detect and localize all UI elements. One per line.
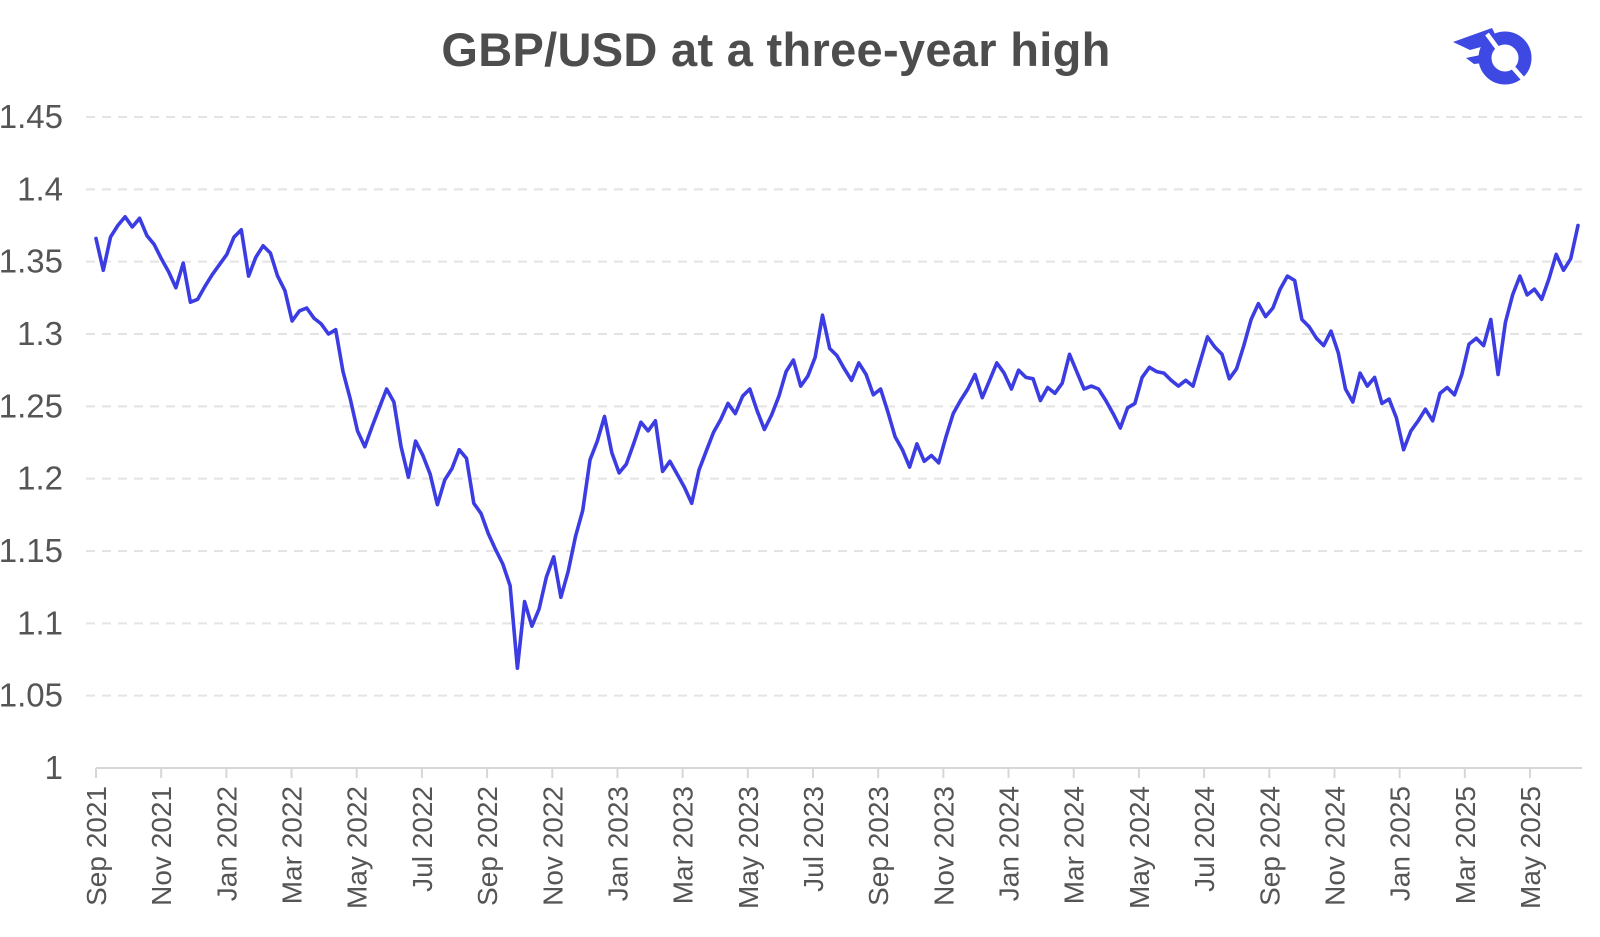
brand-logo [1453, 28, 1532, 85]
x-tick-label: Sep 2021 [81, 786, 112, 906]
y-tick-label: 1.2 [17, 460, 63, 497]
x-tick-label: Mar 2022 [277, 786, 308, 904]
price-line [94, 215, 1580, 671]
x-tick-label: Jul 2024 [1189, 786, 1220, 892]
y-tick-label: 1.45 [0, 98, 63, 135]
y-tick-label: 1.15 [0, 532, 63, 569]
x-tick-label: May 2023 [733, 786, 764, 909]
y-tick-label: 1.4 [17, 170, 63, 207]
x-tick-label: Sep 2022 [472, 786, 503, 906]
x-tick-label: Jan 2022 [211, 786, 242, 901]
x-tick-label: Nov 2022 [537, 786, 568, 906]
x-tick-label: Jan 2025 [1385, 786, 1416, 901]
x-tick-label: Jan 2024 [994, 786, 1025, 901]
x-tick-label: Nov 2023 [928, 786, 959, 906]
y-tick-label: 1.25 [0, 387, 63, 424]
x-tick-label: Nov 2024 [1319, 786, 1350, 906]
x-tick-label: Jan 2023 [602, 786, 633, 901]
x-tick-label: May 2025 [1515, 786, 1546, 909]
x-tick-label: May 2024 [1124, 786, 1155, 909]
y-tick-label: 1.3 [17, 315, 63, 352]
y-tick-label: 1.05 [0, 677, 63, 714]
y-axis-labels: 1.45 1.4 1.35 1.3 1.25 1.2 1.15 1.1 1.05 1 [0, 98, 63, 786]
y-tick-label: 1.1 [17, 604, 63, 641]
x-tick-label: Mar 2024 [1059, 786, 1090, 904]
brand-logo-mark [1453, 28, 1532, 85]
x-tick-label: Mar 2025 [1450, 786, 1481, 904]
x-tick-label: Jul 2022 [407, 786, 438, 892]
chart-title: GBP/USD at a three-year high [441, 23, 1111, 76]
y-tick-label: 1 [45, 749, 63, 786]
x-tick-label: May 2022 [342, 786, 373, 909]
x-tick-label: Nov 2021 [146, 786, 177, 906]
gridlines [86, 116, 1582, 697]
x-tick-label: Sep 2023 [863, 786, 894, 906]
x-tick-label: Sep 2024 [1254, 786, 1285, 906]
x-tick-label: Mar 2023 [668, 786, 699, 904]
x-axis-labels: Sep 2021 Nov 2021 Jan 2022 Mar 2022 May 2022… [81, 786, 1546, 909]
x-axis [95, 767, 1582, 778]
x-tick-label: Jul 2023 [798, 786, 829, 892]
y-tick-label: 1.35 [0, 243, 63, 280]
